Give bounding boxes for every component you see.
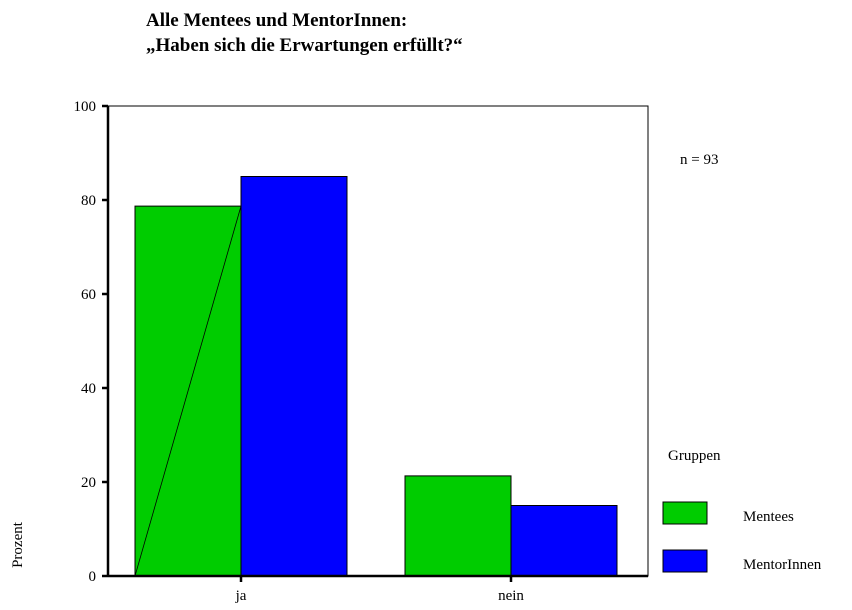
y-axis: 0 20 40 60 80 100 — [74, 99, 110, 585]
legend-swatch-mentees — [662, 501, 708, 525]
bar-mentorinnen-ja — [240, 176, 348, 577]
bars — [134, 176, 618, 577]
chart-title-line-2: „Haben sich die Erwartungen erfüllt?“ — [146, 35, 463, 56]
chart-title-line-1: Alle Mentees und MentorInnen: — [146, 10, 408, 31]
x-tick-label-ja: ja — [235, 588, 247, 604]
legend-title: Gruppen — [668, 448, 721, 464]
y-tick-label: 20 — [81, 475, 96, 491]
y-tick-label: 0 — [89, 569, 97, 585]
chart-title: Alle Mentees und MentorInnen: „Haben sic… — [146, 8, 463, 58]
x-tick-label-nein: nein — [498, 588, 524, 604]
y-axis-title: Prozent — [10, 521, 26, 568]
y-tick-label: 100 — [74, 99, 97, 115]
bar-mentorinnen-nein — [510, 505, 618, 577]
legend-label-mentorinnen: MentorInnen — [743, 557, 822, 573]
sample-size-note: n = 93 — [680, 152, 718, 168]
y-tick-label: 40 — [81, 381, 96, 397]
bar-mentees-nein — [404, 475, 512, 577]
y-tick-label: 60 — [81, 287, 96, 303]
y-tick-label: 80 — [81, 193, 96, 209]
x-axis: ja nein — [108, 574, 648, 604]
legend-label-mentees: Mentees — [743, 509, 794, 525]
legend-swatch-mentorinnen — [662, 549, 708, 573]
bar-diagonal-line — [134, 205, 242, 577]
legend: Gruppen Mentees MentorInnen — [662, 448, 822, 573]
